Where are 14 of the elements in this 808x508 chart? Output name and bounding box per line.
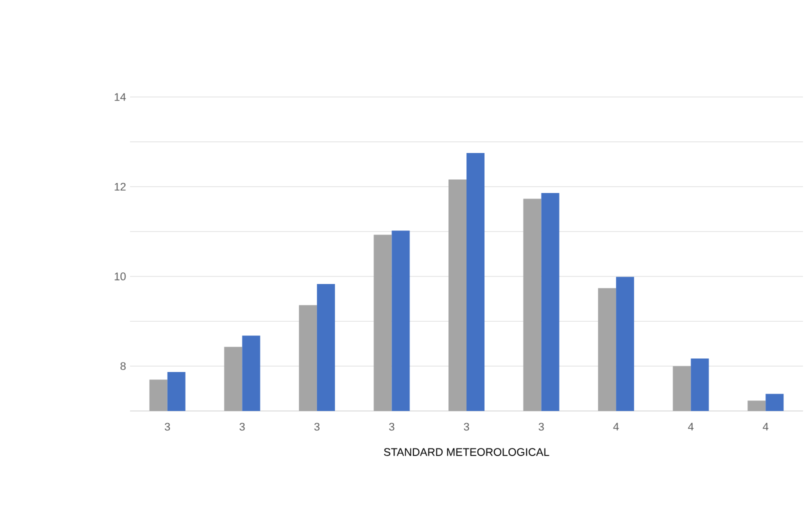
y-tick-label: 10	[114, 272, 126, 280]
x-tick-label: 3	[389, 422, 394, 431]
x-tick-label: 3	[314, 422, 320, 431]
y-tick-label: 8	[120, 362, 126, 370]
y-tick-label: 14	[114, 93, 126, 101]
x-tick-label: 3	[240, 422, 245, 431]
x-tick-label: 3	[538, 422, 544, 431]
y-tick-label: 12	[114, 182, 126, 191]
x-tick-label: 3	[464, 422, 470, 431]
x-tick-label: 4	[613, 422, 619, 430]
x-tick-label: 3	[164, 422, 170, 431]
x-axis-title: STANDARD METEOROLOGICAL	[384, 448, 550, 456]
x-tick-label: 4	[762, 422, 768, 430]
x-tick-label: 4	[688, 422, 694, 430]
